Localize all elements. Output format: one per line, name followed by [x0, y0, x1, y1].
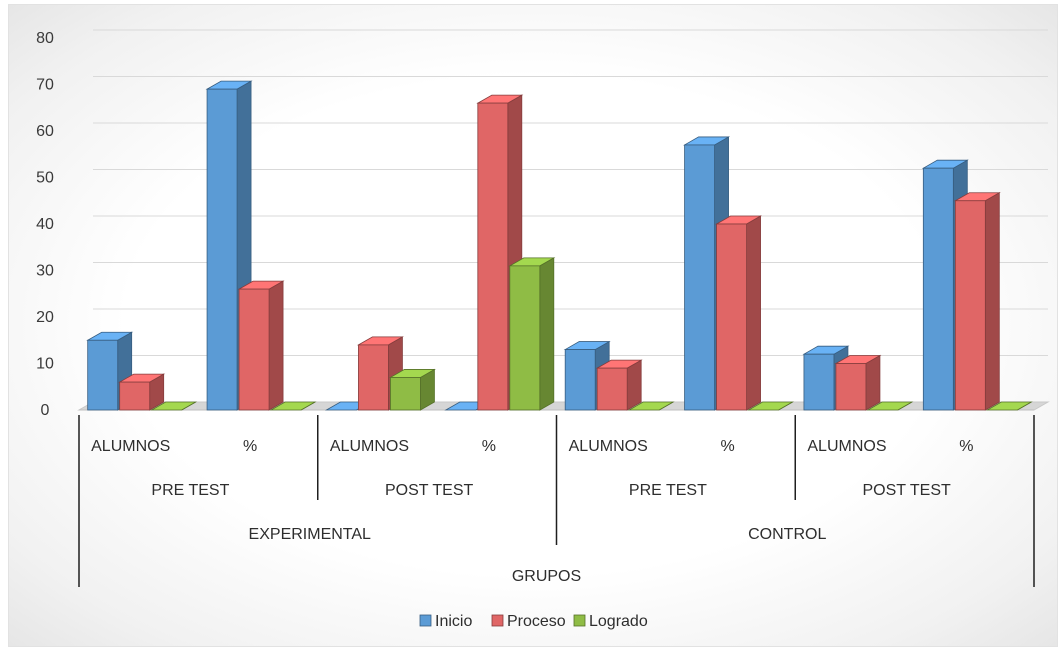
y-tick-label: 70	[36, 77, 54, 94]
bar-logrado	[390, 377, 421, 411]
test-label: POST TEST	[385, 482, 474, 499]
x-tick-label: %	[243, 438, 257, 455]
bar-proceso	[477, 102, 509, 411]
test-label: PRE TEST	[151, 482, 229, 499]
y-tick-label: 20	[36, 309, 54, 326]
y-tick-label: 40	[36, 216, 54, 233]
y-tick-label: 0	[41, 402, 50, 419]
bar-proceso	[835, 363, 867, 411]
bar-top	[866, 401, 914, 411]
bar-chart: 0 10 20 30 40 50 60 70 80 ALUMNOS% ALUMNOS% ALUMNOS…	[36, 29, 1050, 630]
x-tick-label: %	[720, 438, 734, 455]
y-tick-label: 80	[36, 30, 54, 47]
x-tick-label: ALUMNOS	[807, 438, 886, 455]
x-tick-label: ALUMNOS	[569, 438, 648, 455]
legend-label-logrado: Logrado	[589, 613, 648, 630]
bar-side	[268, 280, 284, 411]
legend-label-inicio: Inicio	[435, 613, 472, 630]
y-tick-label: 30	[36, 263, 54, 280]
bar-top	[150, 401, 198, 411]
x-tick-label: ALUMNOS	[91, 438, 170, 455]
group-label: EXPERIMENTAL	[249, 526, 372, 543]
bar-inicio	[564, 349, 596, 411]
legend-swatch-inicio	[419, 614, 432, 627]
test-label: POST TEST	[862, 482, 951, 499]
bar-top	[269, 401, 317, 411]
y-tick-label: 10	[36, 356, 54, 373]
legend-swatch-proceso	[491, 614, 504, 627]
bar-proceso	[954, 200, 986, 411]
bar-logrado	[509, 265, 541, 411]
x-tick-label: %	[482, 438, 496, 455]
y-tick-label: 50	[36, 170, 54, 187]
bar-proceso	[238, 288, 270, 411]
y-tick-label: 60	[36, 123, 54, 140]
bar-inicio	[803, 353, 835, 411]
bar-inicio	[206, 88, 238, 411]
bar-top	[985, 401, 1033, 411]
bar-proceso	[716, 223, 747, 411]
bar-top	[627, 401, 675, 411]
x-tick-label: ALUMNOS	[330, 438, 409, 455]
x-axis-title: GRUPOS	[512, 568, 581, 585]
bar-proceso	[358, 344, 389, 411]
bar-side	[539, 257, 555, 411]
group-label: CONTROL	[748, 526, 826, 543]
bar-inicio	[922, 167, 954, 411]
bar-side	[865, 354, 881, 411]
bar-side	[984, 192, 1000, 411]
test-label: PRE TEST	[629, 482, 707, 499]
chart-area: 0 10 20 30 40 50 60 70 80 ALUMNOS% ALUMNOS% ALUMNOS…	[8, 4, 1058, 647]
legend-label-proceso: Proceso	[507, 613, 566, 630]
bar-proceso	[596, 367, 628, 411]
bar-inicio	[684, 144, 715, 411]
bar-inicio	[87, 339, 119, 411]
legend-swatch-logrado	[573, 614, 586, 627]
bar-side	[746, 215, 761, 411]
bar-top	[747, 401, 795, 411]
bar-proceso	[119, 381, 151, 411]
bar-side	[626, 359, 642, 411]
x-tick-label: %	[959, 438, 973, 455]
